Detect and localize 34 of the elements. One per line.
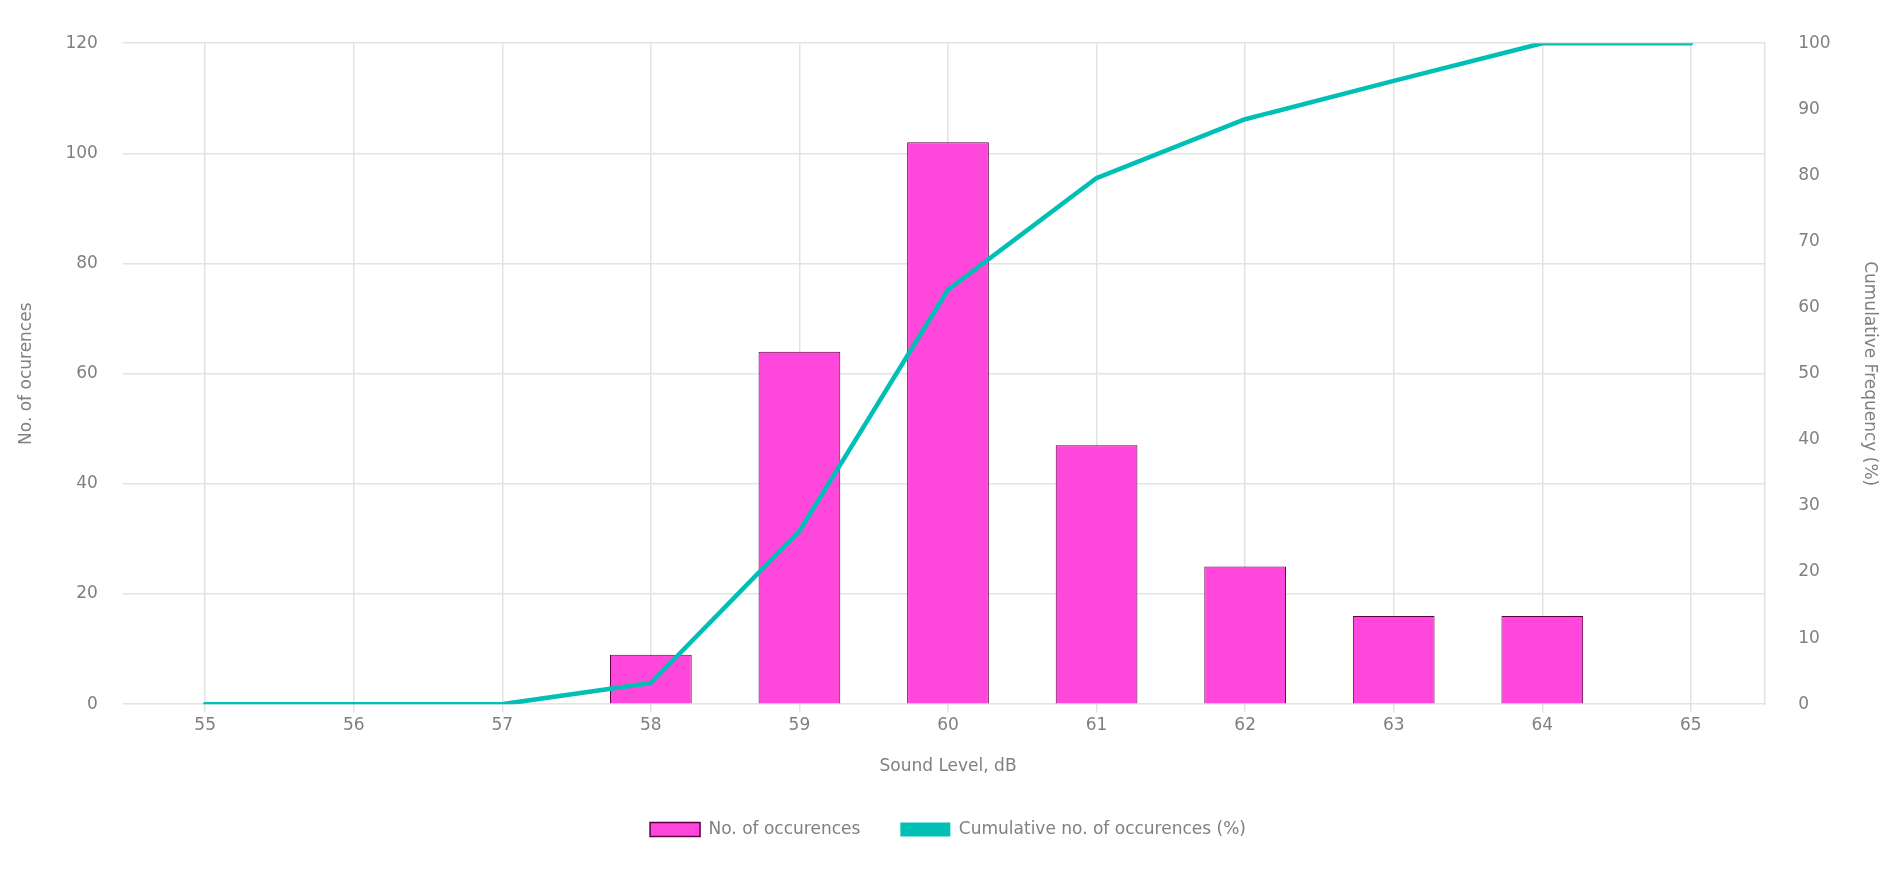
y-tick-label: 120 — [65, 31, 98, 52]
y-tick-label: 60 — [76, 362, 98, 383]
legend-label: No. of occurences — [708, 817, 861, 838]
y-tick-label: 0 — [87, 692, 98, 713]
y2-tick-label: 60 — [1798, 296, 1820, 317]
y-axis-title: No. of ocurences — [14, 302, 35, 445]
y2-tick-label: 20 — [1798, 560, 1820, 581]
y2-tick-label: 80 — [1798, 163, 1820, 184]
x-tick-label: 56 — [342, 713, 365, 734]
y2-tick-label: 50 — [1798, 362, 1820, 383]
x-tick-label: 55 — [194, 713, 216, 734]
x-tick-label: 57 — [491, 713, 514, 734]
y-tick-label: 100 — [65, 141, 98, 162]
y-tick-label: 80 — [76, 251, 98, 272]
x-tick-label: 62 — [1234, 713, 1256, 734]
x-tick-label: 60 — [937, 713, 959, 734]
x-tick-label: 59 — [788, 713, 811, 734]
y2-tick-label: 70 — [1798, 229, 1820, 250]
x-axis-title: Sound Level, dB — [879, 755, 1017, 776]
legend-label: Cumulative no. of occurences (%) — [958, 817, 1246, 838]
x-tick-label: 63 — [1382, 713, 1405, 734]
y2-axis-title: Cumulative Frequency (%) — [1861, 261, 1882, 487]
x-tick-label: 61 — [1085, 713, 1108, 734]
x-tick-label: 58 — [640, 713, 662, 734]
y2-tick-label: 100 — [1798, 31, 1831, 52]
x-tick-label: 65 — [1680, 713, 1702, 734]
y2-tick-label: 30 — [1798, 494, 1820, 515]
y-tick-label: 20 — [76, 582, 98, 603]
x-tick-label: 64 — [1531, 713, 1554, 734]
y-tick-label: 40 — [76, 472, 98, 493]
y2-tick-label: 90 — [1798, 97, 1820, 118]
y2-tick-label: 40 — [1798, 428, 1820, 449]
y2-tick-label: 10 — [1798, 626, 1820, 647]
y2-tick-label: 0 — [1798, 692, 1809, 713]
